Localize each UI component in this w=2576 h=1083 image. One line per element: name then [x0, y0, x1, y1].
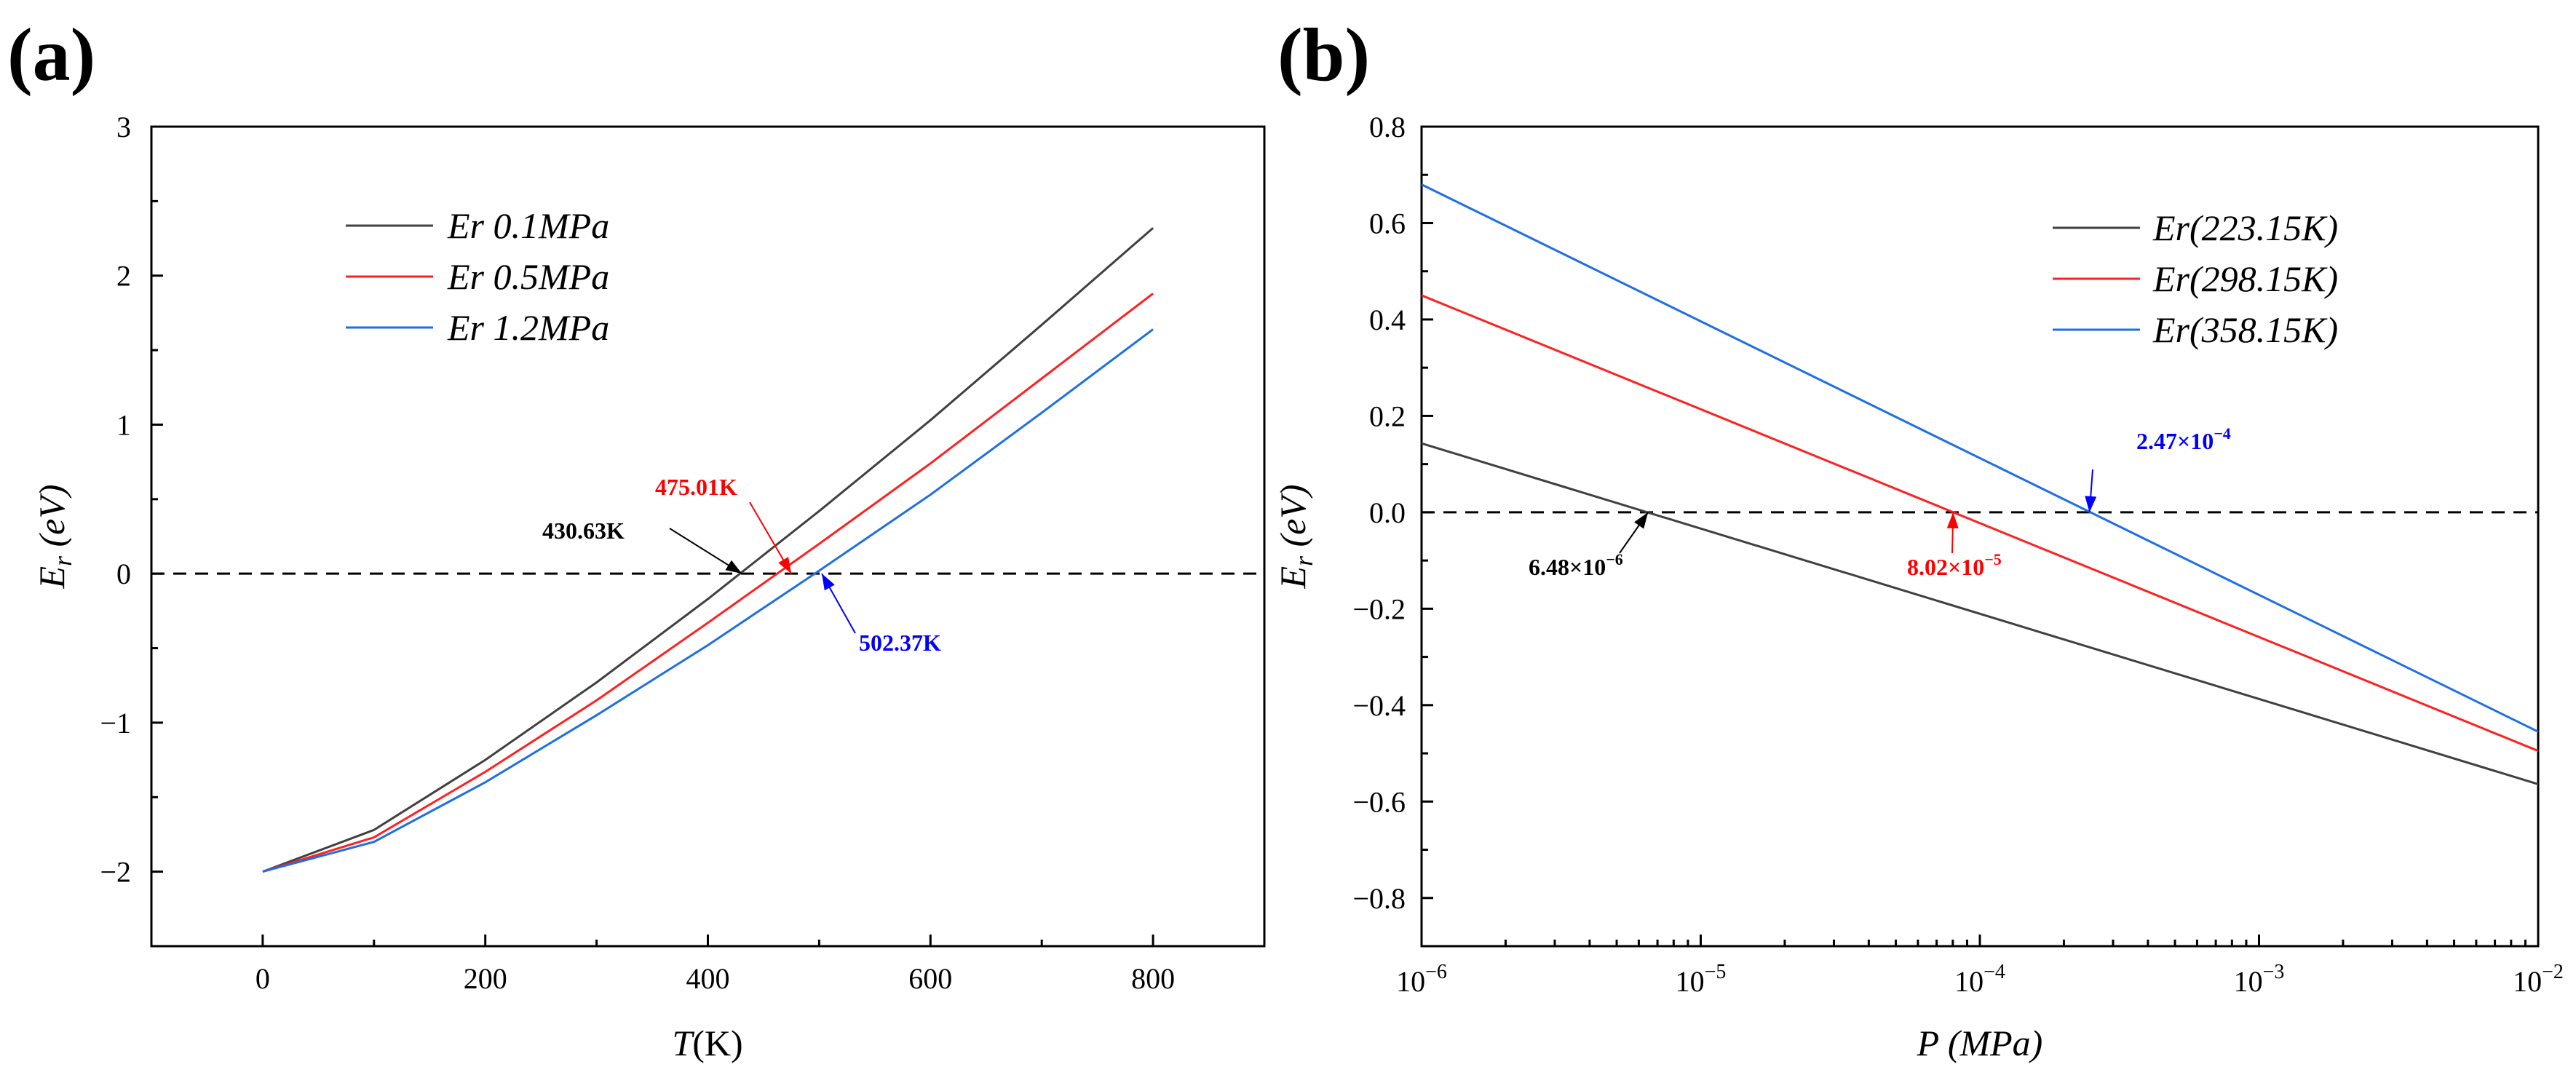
x-tick-label-b: 10−2: [2513, 961, 2564, 998]
axis-ticks-b: 10−6 10−5 10−4 10−3 10−2 −0.8 −0.6 −0.4 −0.2 0.0 0…: [1352, 111, 2563, 998]
x-axis-title-b: P (MPa): [1917, 1023, 2043, 1063]
x-tick-label-a: 800: [1131, 962, 1175, 995]
crossing-annotations-a: 430.63K 475.01K 502.37K: [542, 474, 941, 656]
series-line-a: [262, 227, 1154, 873]
y-tick-label-b: −0.2: [1352, 592, 1406, 625]
annotation-label-b: 8.02×10−5: [1907, 550, 2002, 580]
annotation-label-a: 430.63K: [542, 517, 625, 544]
y-tick-label-a: −1: [100, 707, 131, 739]
x-tick-label-b: 10−5: [1676, 961, 1727, 998]
annotation-arrow-a: [821, 573, 856, 634]
series-lines-b: [1421, 183, 2539, 785]
legend-label-b: Er(298.15K): [2152, 258, 2338, 299]
y-tick-label-b: 0.8: [1369, 111, 1406, 143]
x-tick-label-a: 600: [908, 962, 952, 995]
annotation-arrow-a: [669, 528, 742, 575]
y-tick-label-b: −0.4: [1352, 689, 1406, 722]
panel-label-a: (a): [7, 13, 95, 97]
series-line-a: [262, 328, 1154, 873]
legend-label-a: Er 0.1MPa: [447, 205, 609, 246]
y-tick-label-a: 2: [116, 260, 131, 293]
annotation-label-b: 2.47×10−4: [2136, 424, 2231, 454]
y-tick-label-b: −0.6: [1352, 785, 1406, 818]
y-tick-label-b: 0.4: [1369, 304, 1406, 336]
annotation-label-a: 502.37K: [859, 630, 941, 656]
legend-b: Er(223.15K) Er(298.15K) Er(358.15K): [2053, 207, 2338, 350]
x-tick-label-a: 0: [255, 962, 270, 995]
svg-text:Er (eV): Er (eV): [1272, 484, 1318, 589]
series-line-b: [1421, 183, 2539, 733]
annotation-arrow-a: [749, 501, 793, 574]
series-line-a: [262, 293, 1154, 873]
chart-panel-a: 0 200 400 600 800 −2 −1 0 1 2 3 430.63K 475.01K 502.…: [31, 111, 1266, 1063]
annotation-label-a: 475.01K: [655, 474, 737, 500]
plot-frame-b: [1420, 125, 2540, 948]
series-line-b: [1421, 442, 2539, 785]
annotation-arrow-b: [2085, 469, 2097, 512]
chart-panel-b: 10−6 10−5 10−4 10−3 10−2 −0.8 −0.6 −0.4 −0.2 0.0 0…: [1272, 111, 2564, 1063]
legend-label-a: Er 0.5MPa: [447, 256, 609, 297]
svg-text:Er (eV): Er (eV): [31, 484, 77, 589]
legend-label-b: Er(358.15K): [2152, 309, 2338, 350]
x-axis-title-a: T(K): [672, 1023, 742, 1063]
y-tick-label-b: −0.8: [1352, 882, 1406, 915]
series-lines-a: [262, 227, 1154, 873]
y-tick-label-a: 0: [116, 558, 131, 590]
annotation-label-b: 6.48×10−6: [1529, 550, 1623, 580]
legend-label-a: Er 1.2MPa: [447, 307, 609, 348]
x-tick-label-b: 10−3: [2234, 961, 2285, 998]
axis-ticks-a: 0 200 400 600 800 −2 −1 0 1 2 3: [100, 111, 1266, 995]
legend-label-b: Er(223.15K): [2152, 207, 2338, 248]
x-tick-label-a: 200: [464, 962, 507, 995]
y-axis-title-b: Er (eV): [1272, 484, 1318, 589]
y-tick-label-a: −2: [100, 856, 131, 889]
y-axis-title-a: Er (eV): [31, 484, 77, 589]
annotation-arrow-b: [1946, 512, 1959, 554]
x-tick-label-b: 10−6: [1396, 961, 1447, 998]
x-tick-label-a: 400: [686, 962, 730, 995]
x-tick-label-b: 10−4: [1954, 961, 2005, 998]
y-tick-label-a: 3: [116, 111, 131, 143]
y-tick-label-b: 0.0: [1369, 496, 1406, 529]
y-tick-label-b: 0.6: [1369, 207, 1406, 239]
series-line-b: [1421, 294, 2539, 753]
legend-a: Er 0.1MPa Er 0.5MPa Er 1.2MPa: [346, 205, 609, 348]
plot-frame-a: [150, 125, 1266, 948]
panel-label-b: (b): [1277, 13, 1370, 97]
crossing-annotations-b: 6.48×10−6 8.02×10−5 2.47×10−4: [1529, 424, 2231, 580]
y-tick-label-b: 0.2: [1369, 400, 1406, 432]
annotation-arrow-b: [1619, 512, 1649, 554]
y-tick-label-a: 1: [116, 408, 131, 441]
